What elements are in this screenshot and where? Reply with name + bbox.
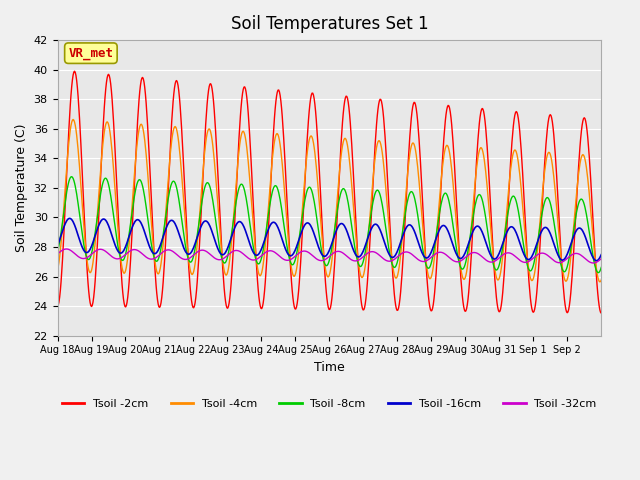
Legend: Tsoil -2cm, Tsoil -4cm, Tsoil -8cm, Tsoil -16cm, Tsoil -32cm: Tsoil -2cm, Tsoil -4cm, Tsoil -8cm, Tsoi… bbox=[58, 395, 601, 413]
Text: VR_met: VR_met bbox=[68, 47, 113, 60]
Tsoil -4cm bbox=[597, 277, 605, 283]
Tsoil -4cm bbox=[417, 196, 424, 202]
Tsoil -8cm bbox=[54, 250, 61, 255]
Tsoil -4cm bbox=[386, 237, 394, 243]
Tsoil -32cm bbox=[118, 254, 126, 260]
Tsoil -16cm bbox=[417, 246, 424, 252]
Tsoil -32cm bbox=[62, 246, 70, 252]
Tsoil -2cm bbox=[70, 68, 78, 74]
Tsoil -16cm bbox=[118, 250, 126, 255]
Tsoil -16cm bbox=[386, 253, 394, 259]
Tsoil -16cm bbox=[66, 216, 74, 221]
Tsoil -32cm bbox=[417, 258, 424, 264]
Tsoil -2cm bbox=[386, 224, 394, 230]
Tsoil -32cm bbox=[589, 260, 597, 266]
Tsoil -32cm bbox=[245, 256, 253, 262]
Tsoil -4cm bbox=[245, 167, 253, 173]
Tsoil -2cm bbox=[417, 160, 424, 166]
Tsoil -8cm bbox=[597, 264, 605, 270]
Tsoil -4cm bbox=[596, 279, 604, 285]
Line: Tsoil -4cm: Tsoil -4cm bbox=[58, 120, 601, 282]
Tsoil -4cm bbox=[54, 267, 61, 273]
Tsoil -16cm bbox=[218, 252, 226, 258]
Tsoil -4cm bbox=[218, 252, 226, 258]
Tsoil -4cm bbox=[69, 117, 77, 122]
Tsoil -32cm bbox=[54, 251, 61, 257]
Tsoil -16cm bbox=[597, 252, 605, 258]
Tsoil -4cm bbox=[118, 265, 126, 271]
Title: Soil Temperatures Set 1: Soil Temperatures Set 1 bbox=[230, 15, 428, 33]
Tsoil -4cm bbox=[266, 190, 273, 195]
Tsoil -8cm bbox=[118, 257, 126, 263]
Tsoil -32cm bbox=[266, 248, 273, 253]
Tsoil -16cm bbox=[593, 258, 600, 264]
Line: Tsoil -32cm: Tsoil -32cm bbox=[58, 249, 601, 263]
Tsoil -8cm bbox=[595, 270, 602, 276]
Line: Tsoil -8cm: Tsoil -8cm bbox=[58, 177, 601, 273]
Tsoil -16cm bbox=[266, 224, 273, 229]
Tsoil -8cm bbox=[218, 256, 226, 262]
Tsoil -2cm bbox=[54, 303, 61, 309]
Tsoil -8cm bbox=[386, 252, 394, 258]
Tsoil -2cm bbox=[245, 120, 253, 126]
Tsoil -8cm bbox=[245, 214, 253, 219]
Tsoil -2cm bbox=[218, 253, 226, 259]
Tsoil -2cm bbox=[597, 310, 605, 316]
Y-axis label: Soil Temperature (C): Soil Temperature (C) bbox=[15, 124, 28, 252]
Tsoil -2cm bbox=[118, 281, 126, 287]
Tsoil -2cm bbox=[266, 205, 273, 211]
Tsoil -32cm bbox=[597, 256, 605, 262]
Tsoil -8cm bbox=[266, 204, 273, 210]
Tsoil -16cm bbox=[245, 238, 253, 244]
Tsoil -16cm bbox=[54, 243, 61, 249]
X-axis label: Time: Time bbox=[314, 361, 345, 374]
Tsoil -8cm bbox=[417, 231, 424, 237]
Line: Tsoil -16cm: Tsoil -16cm bbox=[58, 218, 601, 261]
Tsoil -32cm bbox=[386, 258, 394, 264]
Line: Tsoil -2cm: Tsoil -2cm bbox=[58, 71, 601, 313]
Tsoil -8cm bbox=[68, 174, 76, 180]
Tsoil -32cm bbox=[218, 256, 226, 262]
